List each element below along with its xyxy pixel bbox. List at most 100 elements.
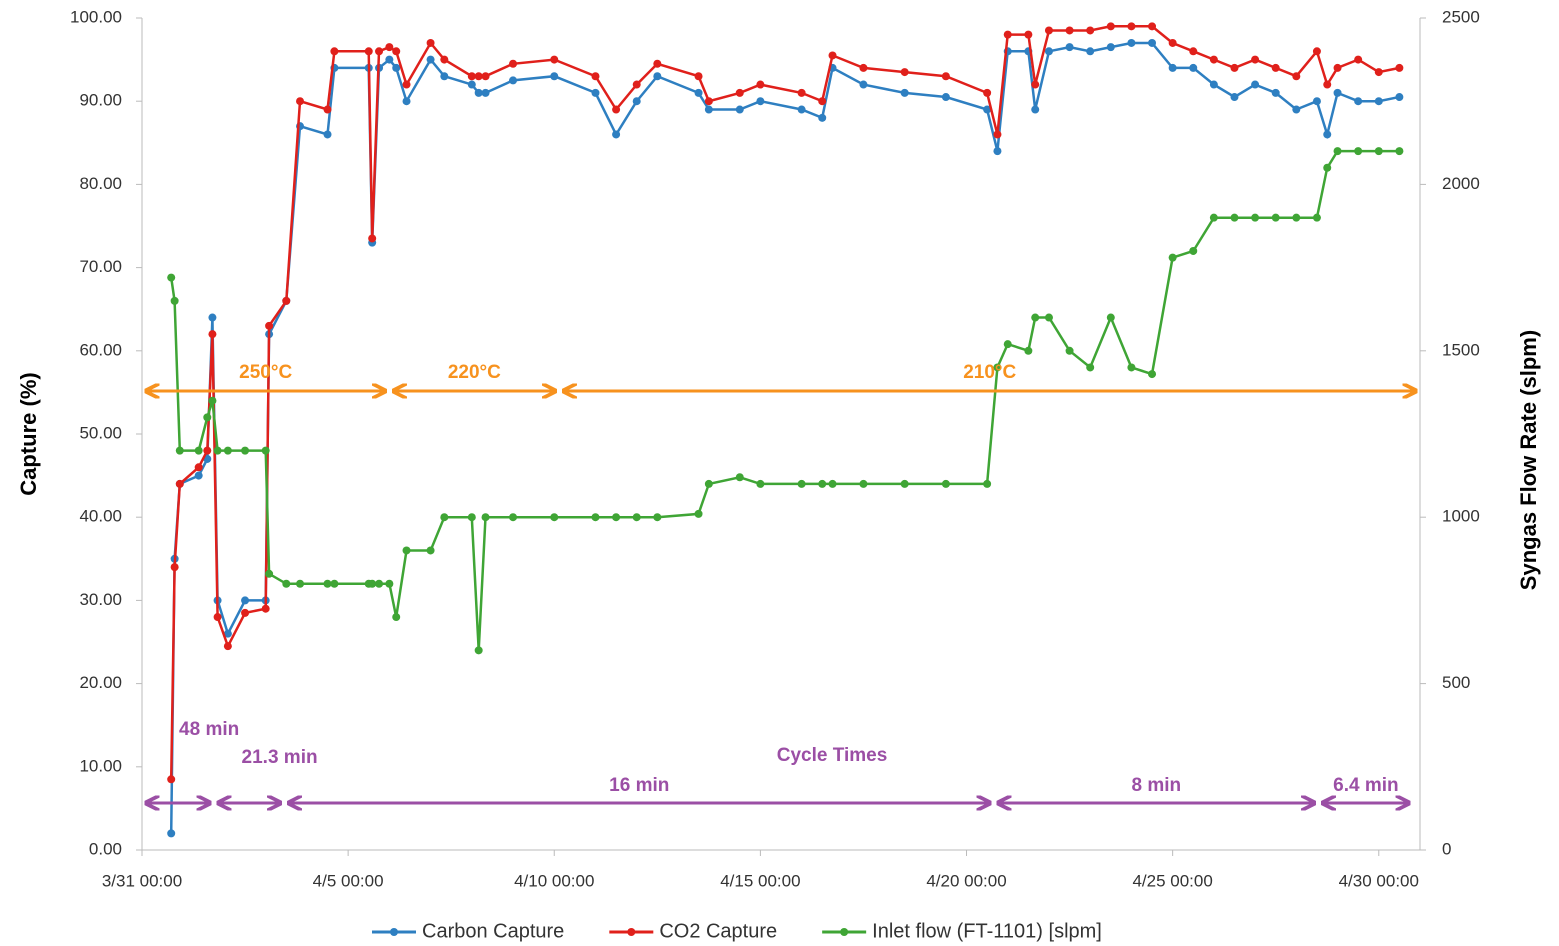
series-point [296,579,305,588]
series-point [474,646,483,655]
series-point [704,479,713,488]
series-point [1127,38,1136,47]
series-point [993,130,1002,139]
series-point [1031,105,1040,114]
series-point [1189,246,1198,255]
series-point [704,97,713,106]
series-point [323,105,332,114]
series-point [194,463,203,472]
series-point [203,446,212,455]
series-point [481,72,490,81]
y-tick-label: 90.00 [79,91,122,110]
series-point [368,234,377,243]
series-point [1127,22,1136,31]
series-point [1148,22,1157,31]
legend-dot [390,928,398,936]
series-point [694,509,703,518]
series-point [1189,63,1198,72]
series-point [170,563,179,572]
series-point [1271,213,1280,222]
series-point [392,613,401,622]
series-line [169,41,1400,834]
series-point [756,97,765,106]
series-point [756,479,765,488]
y2-tick-label: 1500 [1442,340,1480,359]
temperature-label: 210°C [963,362,1016,383]
series-point [241,446,250,455]
series-point [1354,147,1363,156]
y-axis-title: Capture (%) [16,372,41,495]
series-point [1323,130,1332,139]
series-point [1148,370,1157,379]
series-point [1127,363,1136,372]
series-point [1209,80,1218,89]
series-point [1312,47,1321,56]
series-point [323,579,332,588]
legend-dot [840,928,849,936]
series-point [241,608,250,617]
y-tick-label: 70.00 [79,257,122,276]
series-point [213,613,222,622]
series-point [859,80,868,89]
series-point [1292,105,1301,114]
series-point [797,88,806,97]
series-point [1106,313,1115,322]
cycle-label: 16 min [609,775,669,796]
series-point [1230,213,1239,222]
series-point [818,97,827,106]
series-point [1209,213,1218,222]
series-point [1148,38,1157,47]
y2-axis-title: Syngas Flow Rate (slpm) [1516,330,1541,590]
series-point [241,596,250,605]
y-tick-label: 100.00 [70,7,122,26]
series-point [1251,55,1260,64]
y-tick-label: 60.00 [79,340,122,359]
series-point [859,63,868,72]
series-point [1251,80,1260,89]
series-point [900,479,909,488]
series-point [941,479,950,488]
series-point [282,296,291,305]
series-point [440,513,449,522]
y-tick-label: 10.00 [79,756,122,775]
series-point [694,72,703,81]
series-point [1271,88,1280,97]
series-point [208,396,217,405]
series-point [426,55,435,64]
series-point [828,479,837,488]
series-line [169,149,1400,651]
series-point [1003,30,1012,39]
series-point [282,579,291,588]
series-point [735,105,744,114]
series-point [1024,30,1033,39]
series-point [735,473,744,482]
x-tick-label: 4/5 00:00 [313,871,384,890]
series-point [1333,63,1342,72]
series-point [368,579,377,588]
series-point [223,446,232,455]
series-point [265,321,274,330]
cycle-title: Cycle Times [777,745,888,766]
series-point [1312,97,1321,106]
series-point [612,130,621,139]
series-point [983,105,992,114]
legend-label: Inlet flow (FT-1101) [slpm] [872,920,1102,942]
series-point [330,579,339,588]
series-point [509,59,518,68]
series-point [1333,88,1342,97]
series-point [1230,63,1239,72]
series-point [632,80,641,89]
series-point [941,93,950,102]
y2-tick-label: 2000 [1442,174,1480,193]
series-point [509,513,518,522]
series-point [550,55,559,64]
series-point [1230,93,1239,102]
series-point [591,513,600,522]
series-point [983,479,992,488]
series-point [1354,55,1363,64]
series-point [1292,72,1301,81]
series-point [632,513,641,522]
series-point [175,479,184,488]
series-point [167,775,176,784]
